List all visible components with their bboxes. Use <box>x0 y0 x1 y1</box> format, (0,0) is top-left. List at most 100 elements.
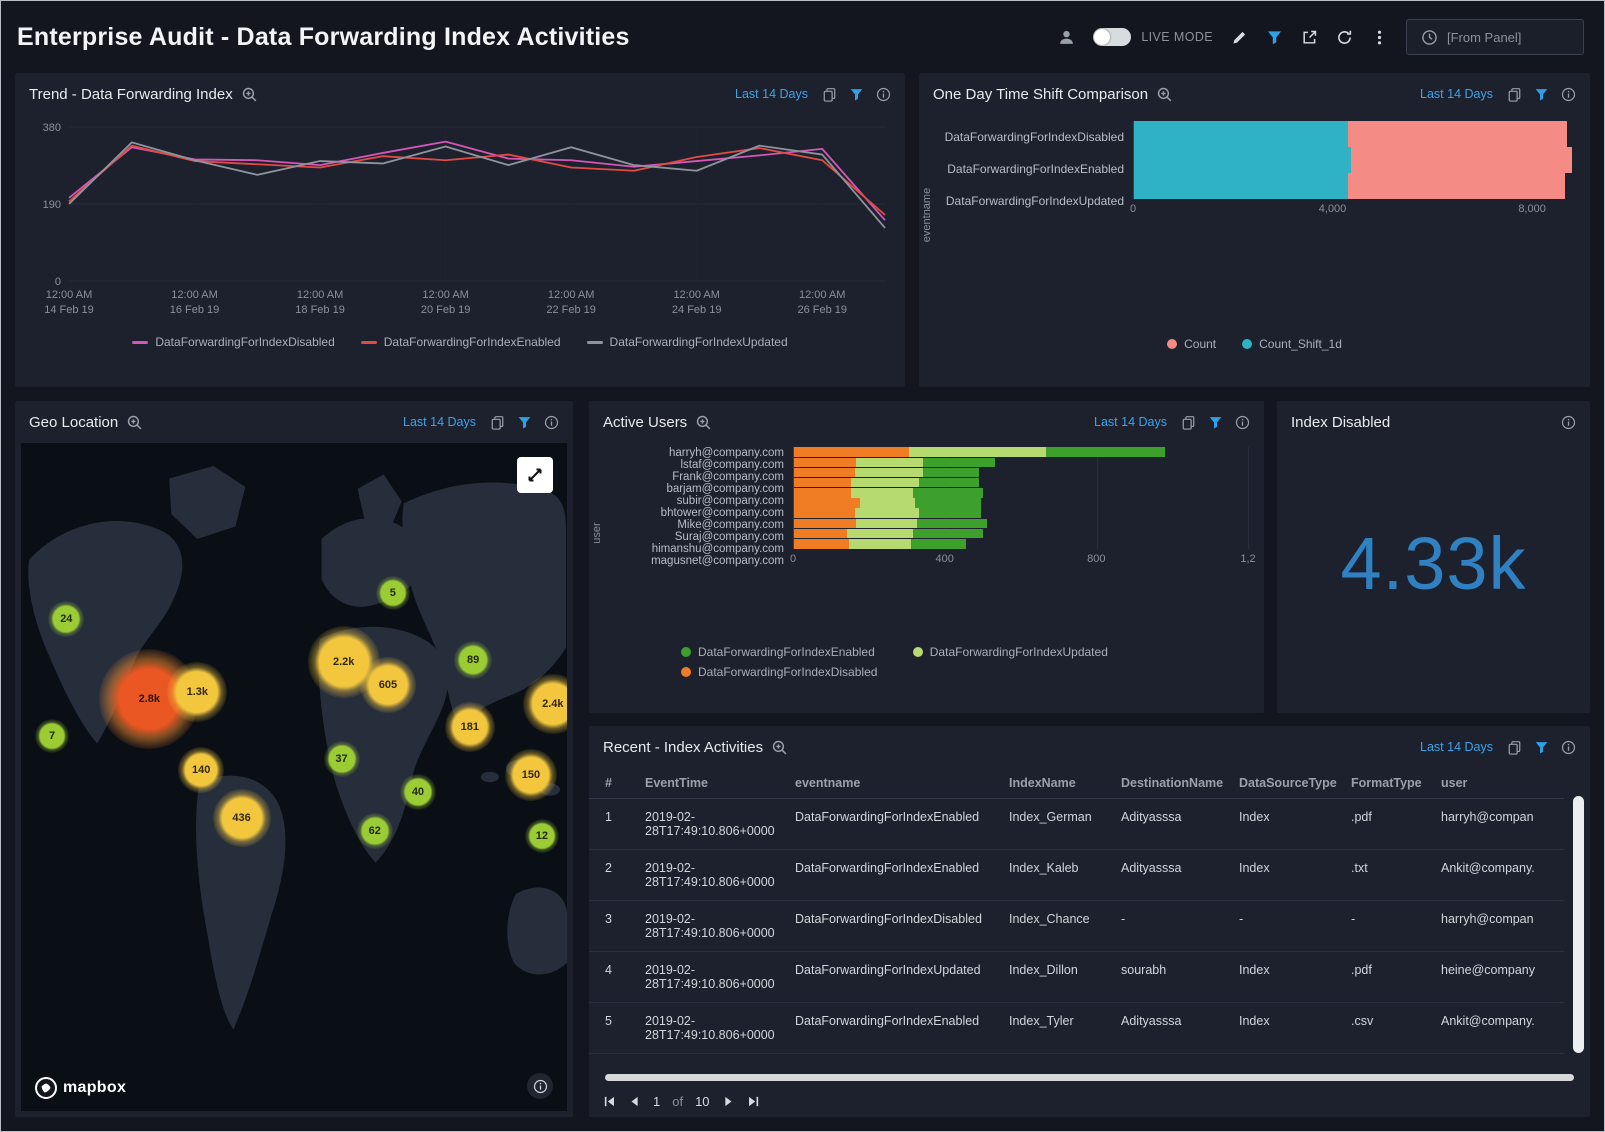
info-icon[interactable] <box>1561 415 1576 430</box>
mapbox-logo[interactable]: mapbox <box>35 1077 126 1099</box>
bar-segment-DataForwardingForIndexDisabled[interactable] <box>794 528 847 539</box>
bar-segment-DataForwardingForIndexDisabled[interactable] <box>794 477 851 488</box>
zoom-in-icon[interactable] <box>126 414 143 431</box>
bar-segment-DataForwardingForIndexUpdated[interactable] <box>854 508 919 518</box>
info-icon[interactable] <box>876 87 891 102</box>
time-range-selector[interactable]: [From Panel] <box>1406 19 1584 55</box>
copy-icon[interactable] <box>1181 415 1196 430</box>
map-cluster-bubble[interactable]: 37 <box>323 740 360 777</box>
bar-segment-Count_Shift_1d[interactable] <box>1134 173 1349 199</box>
bar-segment-DataForwardingForIndexUpdated[interactable] <box>856 457 923 468</box>
zoom-in-icon[interactable] <box>695 414 712 431</box>
live-mode-toggle[interactable] <box>1093 28 1132 46</box>
column-header[interactable]: user <box>1441 776 1468 790</box>
column-header[interactable]: FormatType <box>1351 776 1422 790</box>
bar-segment-DataForwardingForIndexUpdated[interactable] <box>860 498 916 508</box>
copy-icon[interactable] <box>1507 87 1522 102</box>
legend-item[interactable]: DataForwardingForIndexUpdated <box>586 335 788 349</box>
copy-icon[interactable] <box>1507 740 1522 755</box>
bar-segment-DataForwardingForIndexDisabled[interactable] <box>794 518 857 529</box>
map-cluster-bubble[interactable]: 7 <box>35 718 70 753</box>
column-header[interactable]: eventname <box>795 776 861 790</box>
map-cluster-bubble[interactable]: 12 <box>524 819 559 854</box>
bar-segment-Count[interactable] <box>1350 147 1572 173</box>
column-header[interactable]: DestinationName <box>1121 776 1224 790</box>
trend-line-chart[interactable]: 0 190 380 12:00 AM 14 Feb 19 12:00 AM 16 Feb 1… <box>25 115 895 327</box>
column-header[interactable]: EventTime <box>645 776 708 790</box>
legend-item[interactable]: DataForwardingForIndexEnabled <box>360 335 561 349</box>
active-users-bar-chart[interactable]: user harryh@company.com lstaf@company.com… <box>589 447 1256 637</box>
bar-segment-DataForwardingForIndexUpdated[interactable] <box>848 539 912 549</box>
map-cluster-bubble[interactable]: 605 <box>359 657 416 714</box>
bar-segment-DataForwardingForIndexEnabled[interactable] <box>913 528 984 539</box>
kebab-menu-icon[interactable] <box>1371 29 1388 46</box>
map-cluster-bubble[interactable]: 40 <box>399 773 436 810</box>
last-page-button[interactable] <box>747 1095 760 1108</box>
column-header[interactable]: IndexName <box>1009 776 1076 790</box>
bar-segment-DataForwardingForIndexUpdated[interactable] <box>909 447 1046 457</box>
map-cluster-bubble[interactable]: 62 <box>356 813 393 850</box>
bar-segment-Count_Shift_1d[interactable] <box>1134 121 1349 147</box>
map-cluster-bubble[interactable]: 1.3k <box>167 662 228 723</box>
map-cluster-bubble[interactable]: 89 <box>454 641 493 680</box>
map-cluster-bubble[interactable]: 181 <box>444 701 495 752</box>
bar-segment-DataForwardingForIndexUpdated[interactable] <box>856 518 917 529</box>
bar-segment-DataForwardingForIndexDisabled[interactable] <box>794 539 849 549</box>
bar-segment-DataForwardingForIndexDisabled[interactable] <box>794 488 851 498</box>
geo-map[interactable]: mapbox 24 2.8k 1.3k 7 140 436 2.2k 605 37 62 40 5 89… <box>21 443 567 1111</box>
bar-segment-DataForwardingForIndexEnabled[interactable] <box>913 488 984 498</box>
panel-time-range[interactable]: Last 14 Days <box>1094 415 1167 429</box>
panel-filter-icon[interactable] <box>1534 740 1549 755</box>
legend-item[interactable]: Count <box>1167 337 1216 351</box>
bar-segment-DataForwardingForIndexEnabled[interactable] <box>1045 447 1165 457</box>
bar-segment-DataForwardingForIndexDisabled[interactable] <box>794 508 855 518</box>
zoom-in-icon[interactable] <box>771 739 788 756</box>
bar-segment-Count_Shift_1d[interactable] <box>1134 147 1351 173</box>
bar-segment-DataForwardingForIndexUpdated[interactable] <box>850 488 914 498</box>
panel-filter-icon[interactable] <box>517 415 532 430</box>
panel-time-range[interactable]: Last 14 Days <box>1420 87 1493 101</box>
map-cluster-bubble[interactable]: 2.4k <box>522 674 567 735</box>
panel-time-range[interactable]: Last 14 Days <box>735 87 808 101</box>
trend-series-DataForwardingForIndexDisabled[interactable] <box>68 140 886 221</box>
panel-time-range[interactable]: Last 14 Days <box>1420 740 1493 754</box>
legend-item[interactable]: DataForwardingForIndexUpdated <box>912 645 1108 659</box>
timeshift-bar-chart[interactable]: eventname DataForwardingForIndexDisabled… <box>919 121 1572 329</box>
info-icon[interactable] <box>1561 87 1576 102</box>
bar-segment-DataForwardingForIndexUpdated[interactable] <box>846 528 914 539</box>
refresh-icon[interactable] <box>1336 29 1353 46</box>
next-page-button[interactable] <box>722 1095 735 1108</box>
current-page[interactable]: 1 <box>653 1093 661 1109</box>
copy-icon[interactable] <box>822 87 837 102</box>
legend-item[interactable]: Count_Shift_1d <box>1242 337 1342 351</box>
panel-filter-icon[interactable] <box>849 87 864 102</box>
table-horizontal-scrollbar[interactable] <box>605 1074 1574 1081</box>
bar-segment-DataForwardingForIndexDisabled[interactable] <box>794 467 855 478</box>
first-page-button[interactable] <box>603 1095 616 1108</box>
bar-segment-DataForwardingForIndexEnabled[interactable] <box>915 498 982 508</box>
trend-series-DataForwardingForIndexUpdated[interactable] <box>68 141 886 229</box>
bar-segment-Count[interactable] <box>1348 121 1568 147</box>
info-icon[interactable] <box>1235 415 1250 430</box>
zoom-in-icon[interactable] <box>1156 86 1173 103</box>
table-vertical-scrollbar[interactable] <box>1573 796 1584 1053</box>
panel-time-range[interactable]: Last 14 Days <box>403 415 476 429</box>
map-attribution-icon[interactable] <box>527 1073 553 1099</box>
map-cluster-bubble[interactable]: 24 <box>48 600 85 637</box>
share-icon[interactable] <box>1301 29 1318 46</box>
panel-filter-icon[interactable] <box>1208 415 1223 430</box>
filter-icon[interactable] <box>1266 29 1283 46</box>
map-cluster-bubble[interactable]: 436 <box>212 788 271 847</box>
copy-icon[interactable] <box>490 415 505 430</box>
legend-item[interactable]: DataForwardingForIndexEnabled <box>681 645 875 659</box>
prev-page-button[interactable] <box>628 1095 641 1108</box>
bar-segment-DataForwardingForIndexEnabled[interactable] <box>922 467 980 478</box>
edit-pencil-icon[interactable] <box>1231 29 1248 46</box>
info-icon[interactable] <box>544 415 559 430</box>
map-cluster-bubble[interactable]: 140 <box>178 746 225 793</box>
bar-segment-DataForwardingForIndexDisabled[interactable] <box>794 498 861 508</box>
bar-segment-DataForwardingForIndexDisabled[interactable] <box>794 457 857 468</box>
zoom-in-icon[interactable] <box>241 86 258 103</box>
map-cluster-bubble[interactable]: 150 <box>504 748 557 801</box>
bar-segment-DataForwardingForIndexEnabled[interactable] <box>918 477 980 488</box>
